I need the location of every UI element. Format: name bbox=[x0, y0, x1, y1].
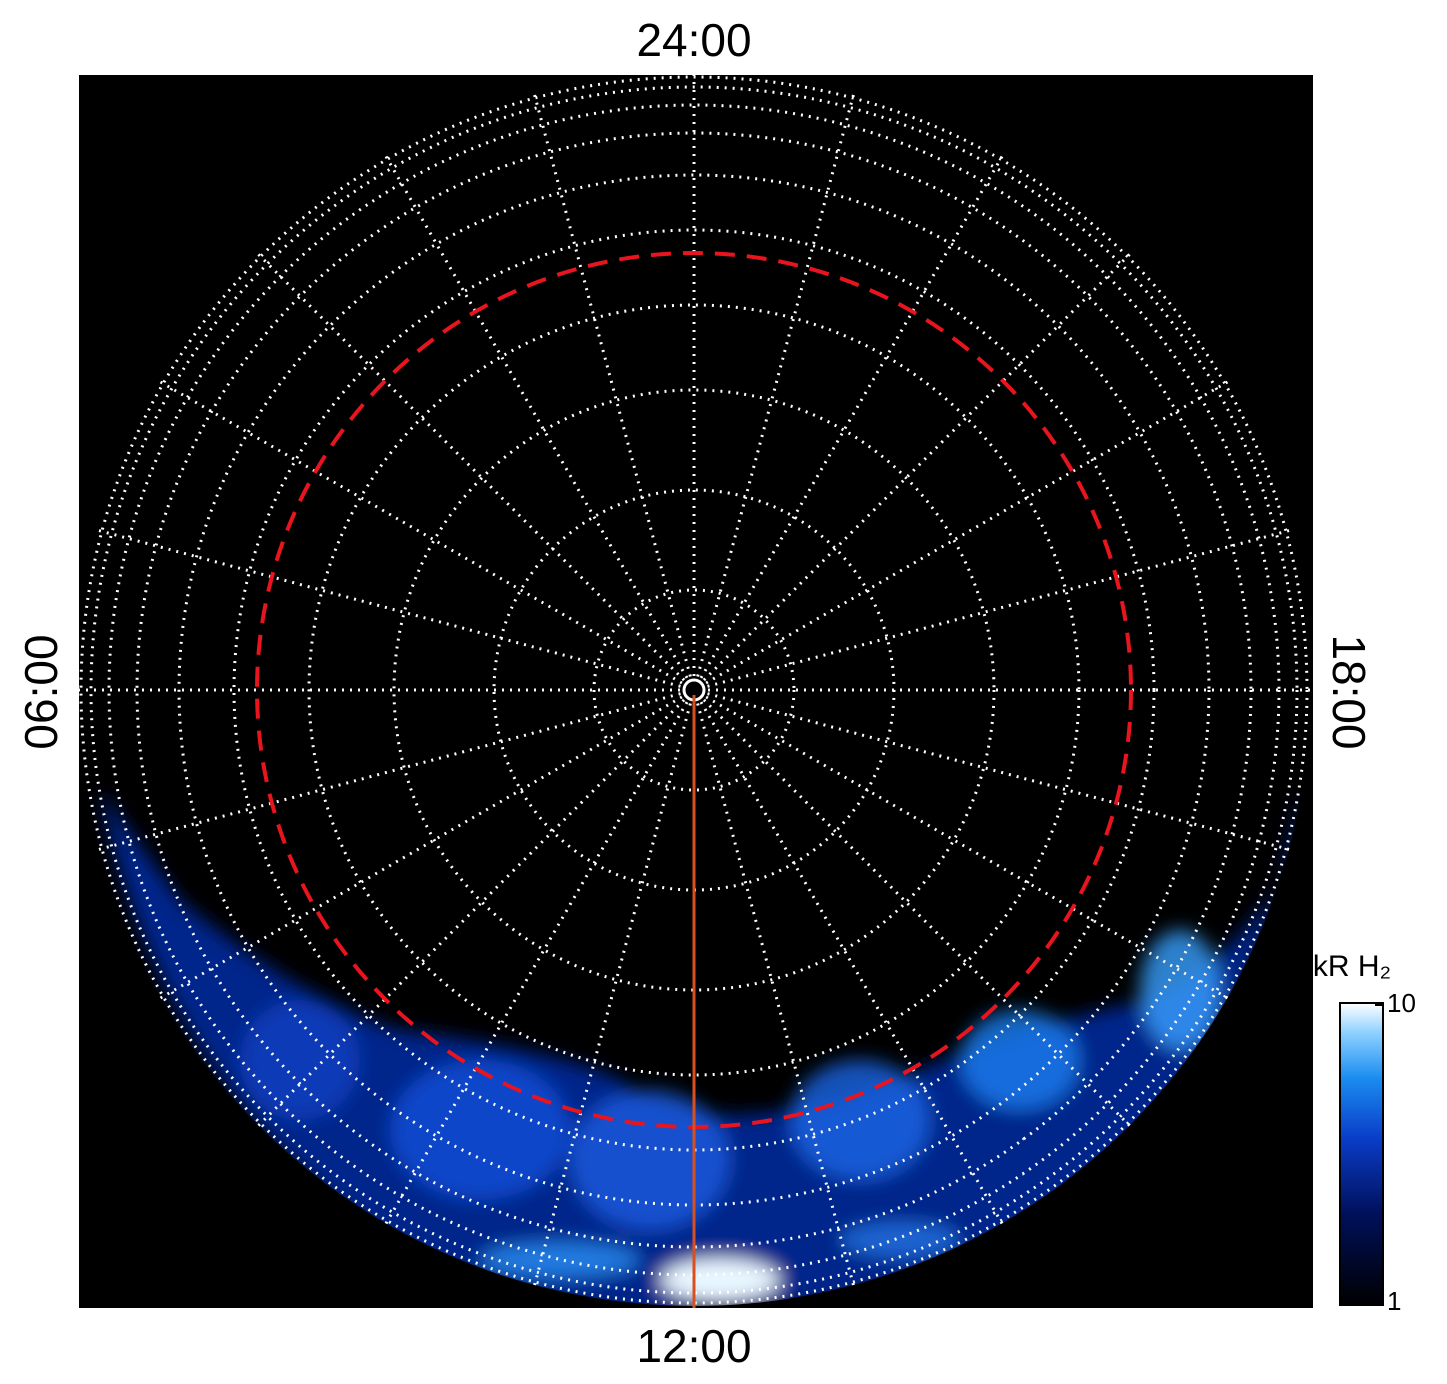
top-label: 24:00 bbox=[636, 14, 751, 66]
colorbar-tick-label: 1 bbox=[1387, 1286, 1401, 1316]
right-label: 18:00 bbox=[1323, 634, 1375, 749]
grid-circle bbox=[232, 228, 1156, 1152]
colorbar-title: kR H₂ bbox=[1313, 950, 1391, 983]
grid-circle bbox=[107, 103, 1281, 1277]
left-label: 06:00 bbox=[15, 634, 67, 749]
grid-circle bbox=[135, 131, 1253, 1249]
bottom-label: 12:00 bbox=[636, 1320, 751, 1372]
grid-circle bbox=[89, 85, 1299, 1295]
colorbar-axis: 1 10 bbox=[1375, 988, 1416, 1316]
aurora-emission bbox=[100, 790, 1300, 1306]
grid-circle bbox=[79, 75, 1309, 1305]
grid-circle bbox=[307, 303, 1081, 1077]
grid-circle bbox=[392, 388, 996, 992]
grid-circle bbox=[592, 588, 796, 792]
colorbar-tick-label: 10 bbox=[1387, 988, 1416, 1018]
colorbar bbox=[1339, 1002, 1384, 1306]
